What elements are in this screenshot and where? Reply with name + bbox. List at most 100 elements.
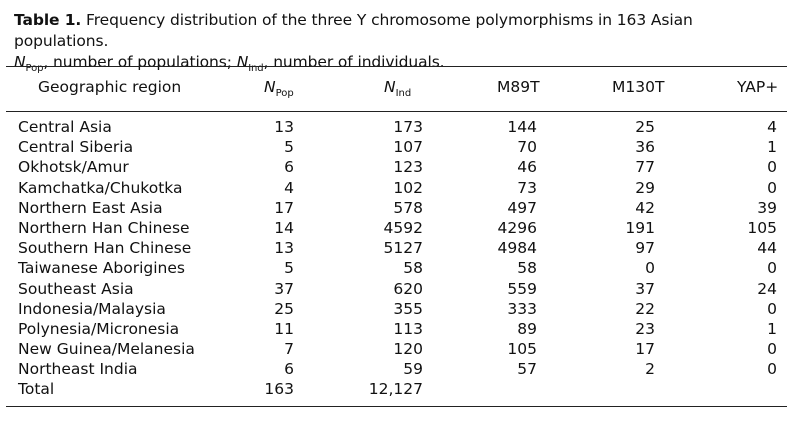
table-row: Okhotsk/Amur 6 123 46 77 0 <box>0 157 793 177</box>
table-label: Table 1. <box>14 11 82 29</box>
m130t-cell: 191 <box>625 218 655 237</box>
nind-cell: 620 <box>393 279 423 298</box>
npop-cell: 17 <box>274 198 294 217</box>
nind-cell: 578 <box>393 198 423 217</box>
nind-cell: 12,127 <box>368 380 423 399</box>
m89t-cell: 46 <box>517 158 537 177</box>
header-m89t: M89T <box>497 78 540 96</box>
m130t-cell: 23 <box>635 319 655 338</box>
caption-nind-definition: , number of individuals. <box>263 53 445 71</box>
table-row: New Guinea/Melanesia 7 120 105 17 0 <box>0 339 793 359</box>
npop-cell: 13 <box>274 118 294 136</box>
table-row: Polynesia/Micronesia 11 113 89 23 1 <box>0 319 793 339</box>
yap-cell: 39 <box>757 198 777 217</box>
region-cell: Total <box>18 380 55 399</box>
bottom-rule <box>6 406 787 407</box>
caption-npop-definition: , number of populations; <box>43 53 237 71</box>
nind-cell: 355 <box>393 299 423 318</box>
yap-cell: 1 <box>767 319 777 338</box>
yap-cell: 0 <box>767 360 777 379</box>
npop-cell: 5 <box>284 259 294 278</box>
nind-cell: 123 <box>393 158 423 177</box>
table-row: Indonesia/Malaysia 25 355 333 22 0 <box>0 299 793 319</box>
header-rule <box>6 111 787 112</box>
m130t-cell: 37 <box>635 279 655 298</box>
m130t-cell: 25 <box>635 118 655 136</box>
m89t-cell: 57 <box>517 360 537 379</box>
table-row: Central Siberia 5 107 70 36 1 <box>0 137 793 157</box>
m89t-cell: 4984 <box>497 239 537 258</box>
m130t-cell: 97 <box>635 239 655 258</box>
npop-cell: 14 <box>274 218 294 237</box>
region-cell: Northeast India <box>18 360 138 379</box>
npop-cell: 11 <box>274 319 294 338</box>
m89t-cell: 105 <box>507 340 537 359</box>
caption-nind-symbol: N <box>236 53 249 71</box>
region-cell: Northern Han Chinese <box>18 218 190 237</box>
nind-cell: 173 <box>393 118 423 136</box>
m89t-cell: 73 <box>517 178 537 197</box>
m130t-cell: 17 <box>635 340 655 359</box>
m130t-cell: 22 <box>635 299 655 318</box>
yap-cell: 0 <box>767 340 777 359</box>
npop-cell: 6 <box>284 360 294 379</box>
header-m130t: M130T <box>612 78 665 96</box>
header-npop-symbol: N <box>264 78 276 96</box>
caption-npop-symbol: N <box>14 53 26 71</box>
region-cell: Southeast Asia <box>18 279 134 298</box>
region-cell: Central Asia <box>18 118 112 136</box>
region-cell: Southern Han Chinese <box>18 239 192 258</box>
m130t-cell: 77 <box>635 158 655 177</box>
header-nind: NInd <box>384 78 412 99</box>
caption-npop-subscript: Pop <box>25 63 44 74</box>
region-cell: Central Siberia <box>18 138 134 157</box>
top-rule <box>6 66 787 67</box>
m89t-cell: 333 <box>507 299 537 318</box>
yap-cell: 1 <box>767 138 777 157</box>
m130t-cell: 36 <box>635 138 655 157</box>
region-cell: Northern East Asia <box>18 198 163 217</box>
m89t-cell: 58 <box>517 259 537 278</box>
table-row: Kamchatka/Chukotka 4 102 73 29 0 <box>0 178 793 198</box>
npop-cell: 13 <box>274 239 294 258</box>
yap-cell: 24 <box>757 279 777 298</box>
table-body: Central Asia 13 173 144 25 4 Central Siberia 5 1… <box>0 117 793 400</box>
m89t-cell: 559 <box>507 279 537 298</box>
region-cell: New Guinea/Melanesia <box>18 340 195 359</box>
header-nind-subscript: Ind <box>395 88 412 99</box>
caption-text: Frequency distribution of the three Y ch… <box>14 11 693 50</box>
yap-cell: 0 <box>767 178 777 197</box>
nind-cell: 4592 <box>383 218 423 237</box>
m130t-cell: 0 <box>645 259 655 278</box>
nind-cell: 58 <box>403 259 423 278</box>
m89t-cell: 144 <box>507 118 537 136</box>
npop-cell: 37 <box>274 279 294 298</box>
npop-cell: 25 <box>274 299 294 318</box>
header-yap: YAP+ <box>737 78 779 96</box>
npop-cell: 5 <box>284 138 294 157</box>
yap-cell: 44 <box>757 239 777 258</box>
region-cell: Indonesia/Malaysia <box>18 299 166 318</box>
nind-cell: 59 <box>403 360 423 379</box>
m89t-cell: 89 <box>517 319 537 338</box>
yap-cell: 0 <box>767 158 777 177</box>
header-geographic-region: Geographic region <box>38 78 182 96</box>
header-npop: NPop <box>264 78 294 99</box>
table-caption: Table 1. Frequency distribution of the t… <box>14 10 784 74</box>
region-cell: Kamchatka/Chukotka <box>18 178 183 197</box>
m89t-cell: 4296 <box>497 218 537 237</box>
m130t-cell: 29 <box>635 178 655 197</box>
m130t-cell: 2 <box>645 360 655 379</box>
yap-cell: 0 <box>767 299 777 318</box>
yap-cell: 0 <box>767 259 777 278</box>
header-nind-symbol: N <box>384 78 396 96</box>
nind-cell: 5127 <box>383 239 423 258</box>
m89t-cell: 497 <box>507 198 537 217</box>
npop-cell: 4 <box>284 178 294 197</box>
table-row: Northern East Asia 17 578 497 42 39 <box>0 198 793 218</box>
yap-cell: 105 <box>747 218 777 237</box>
nind-cell: 102 <box>393 178 423 197</box>
header-npop-subscript: Pop <box>275 88 294 99</box>
npop-cell: 163 <box>264 380 294 399</box>
table-row: Southern Han Chinese 13 5127 4984 97 44 <box>0 238 793 258</box>
